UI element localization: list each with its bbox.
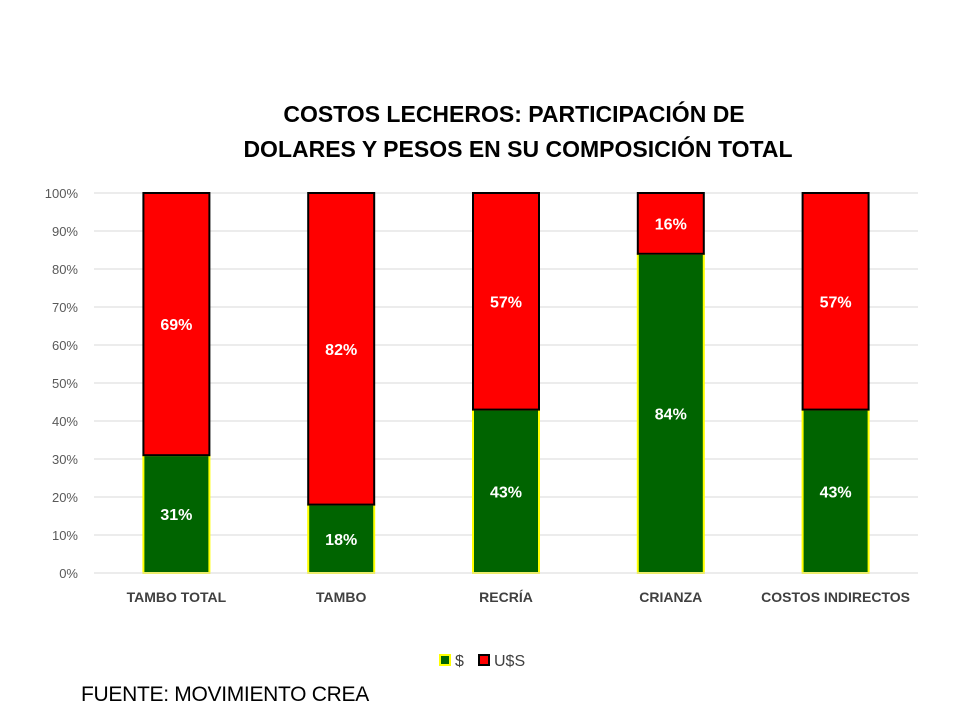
x-category-label: COSTOS INDIRECTOS xyxy=(761,589,910,605)
bar-segment-dollars xyxy=(472,192,540,411)
legend-label: $ xyxy=(455,653,464,670)
x-category-label: TAMBO xyxy=(316,589,366,605)
y-tick-label: 100% xyxy=(45,186,79,201)
y-tick-label: 20% xyxy=(52,490,78,505)
y-tick-label: 0% xyxy=(59,566,78,581)
y-axis: 0% 10% 20% 30% 40% 50% 60% 70% 80% 90% 100% xyxy=(45,186,79,581)
legend-swatch xyxy=(478,654,490,666)
data-label: 57% xyxy=(490,294,522,311)
bar-segment-dollars xyxy=(801,192,870,411)
bar-segment-pesos xyxy=(142,454,211,575)
bar-segment-dollars xyxy=(142,192,211,457)
x-category-label: CRIANZA xyxy=(639,589,702,605)
data-label: 43% xyxy=(820,484,852,501)
bar-segment-dollars xyxy=(636,192,705,255)
x-category-label: TAMBO TOTAL xyxy=(127,589,227,605)
x-axis: TAMBO TOTAL TAMBO RECRÍA CRIANZA COSTOS INDI… xyxy=(94,572,918,605)
y-tick-label: 70% xyxy=(52,300,78,315)
y-tick-label: 10% xyxy=(52,528,78,543)
data-label: 31% xyxy=(160,507,192,524)
y-tick-label: 60% xyxy=(52,338,78,353)
data-label: 18% xyxy=(325,532,357,549)
y-tick-label: 50% xyxy=(52,376,78,391)
bar-segment-pesos xyxy=(636,252,705,575)
y-tick-label: 30% xyxy=(52,452,78,467)
data-label: 82% xyxy=(325,342,357,359)
source-note: FUENTE: MOVIMIENTO CREA xyxy=(81,683,369,706)
chart-title-line-1: COSTOS LECHEROS: PARTICIPACIÓN DE xyxy=(283,100,744,127)
bar-segment-pesos xyxy=(801,408,870,574)
y-tick-label: 90% xyxy=(52,224,78,239)
bars: 31% 69% 18% 82% 43% 57% 84% 16% 43% 57% xyxy=(142,192,870,575)
data-label: 69% xyxy=(160,317,192,334)
data-label: 43% xyxy=(490,484,522,501)
legend-label: U$S xyxy=(494,653,525,670)
legend: $ U$S xyxy=(439,653,525,670)
chart-title-line-2: DOLARES Y PESOS EN SU COMPOSICIÓN TOTAL xyxy=(243,135,792,162)
legend-swatch xyxy=(439,654,451,666)
x-category-label: RECRÍA xyxy=(479,589,533,605)
data-label: 16% xyxy=(655,216,687,233)
y-tick-label: 40% xyxy=(52,414,78,429)
bar-segment-dollars xyxy=(307,192,376,506)
y-tick-label: 80% xyxy=(52,262,78,277)
data-label: 84% xyxy=(655,406,687,423)
bar-segment-pesos xyxy=(307,503,376,575)
data-label: 57% xyxy=(820,294,852,311)
